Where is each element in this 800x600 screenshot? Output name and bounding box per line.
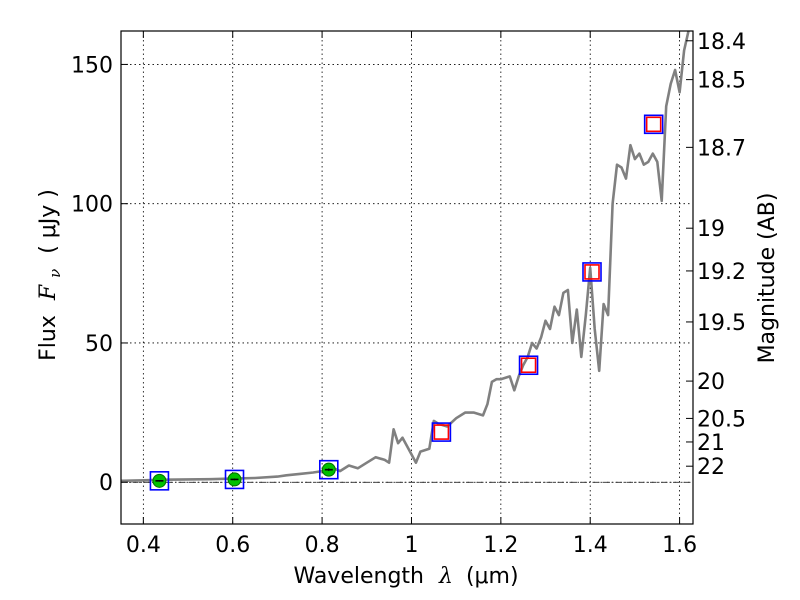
y-tick-label: 150 xyxy=(71,53,113,78)
y2-tick-label: 19 xyxy=(697,217,725,242)
x-tick-label: 0.4 xyxy=(126,533,161,558)
y2-axis-title: Magnitude (AB) xyxy=(755,193,780,364)
tick-labels: 0.4 0.6 0.8 1 1.2 1.4 1.6 0 50 100 150 18.4 18.5 18.7… xyxy=(71,30,746,558)
y2-tick-label: 18.5 xyxy=(697,69,746,94)
y-axis-title-math: F xyxy=(36,284,61,301)
synthetic-photometry-marker xyxy=(149,471,170,491)
grid xyxy=(121,31,693,524)
tick-marks xyxy=(121,31,693,524)
y2-tick-label: 20 xyxy=(697,370,725,395)
y-axis-title-math-sub: ν xyxy=(46,269,64,278)
plot-frame xyxy=(120,30,694,525)
model-photometry-marker xyxy=(645,116,662,133)
y-tick-label: 100 xyxy=(71,193,113,218)
y-axis-title-text: Flux xyxy=(36,315,61,361)
x-tick-label: 1.6 xyxy=(662,533,697,558)
y2-tick-label: 18.7 xyxy=(697,136,746,161)
x-tick-label: 1.4 xyxy=(573,533,608,558)
synthetic-photometry-marker xyxy=(582,262,602,282)
y2-tick-label: 22 xyxy=(697,455,725,480)
x-tick-label: 0.6 xyxy=(215,533,250,558)
synthetic-photometry-marker xyxy=(431,422,452,442)
x-axis-title-units: (μm) xyxy=(466,564,519,589)
x-axis-title: Wavelength λ (μm) xyxy=(293,564,518,589)
y2-tick-label: 19.5 xyxy=(697,311,746,336)
y-tick-label: 50 xyxy=(85,332,113,357)
synthetic-photometry-marker xyxy=(318,459,339,480)
y-axis-title-units: ( μJy ) xyxy=(36,189,61,254)
model-photometry-marker xyxy=(520,357,537,374)
spectrum-line xyxy=(121,31,690,483)
x-tick-label: 0.8 xyxy=(305,533,340,558)
y2-tick-label: 20.5 xyxy=(697,407,746,432)
x-axis-title-math: λ xyxy=(438,564,453,589)
x-tick-label: 1.2 xyxy=(483,533,518,558)
synthetic-photometry-marker xyxy=(224,469,245,490)
model-photometry-marker xyxy=(433,424,450,440)
y-axis-title: Flux F ν ( μJy ) xyxy=(36,189,66,361)
marker-layer xyxy=(149,114,664,491)
x-axis-title-text: Wavelength xyxy=(293,564,424,589)
x-tick-label: 1 xyxy=(404,533,418,558)
synthetic-photometry-marker xyxy=(643,114,664,135)
synthetic-photometry-marker xyxy=(518,355,539,376)
spectrum-layer xyxy=(121,31,690,483)
y2-tick-label: 21 xyxy=(697,431,725,456)
y-tick-label: 0 xyxy=(99,471,113,496)
y2-tick-label: 19.2 xyxy=(697,260,746,285)
model-photometry-marker xyxy=(584,264,600,280)
y2-tick-label: 18.4 xyxy=(697,30,746,55)
